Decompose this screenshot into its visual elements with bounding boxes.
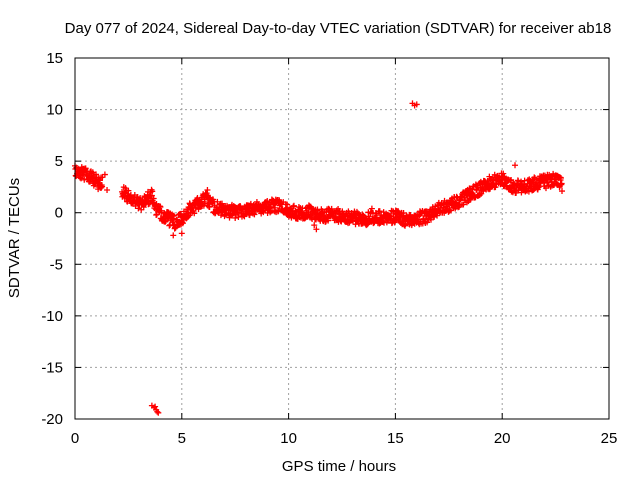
data-point — [191, 210, 198, 217]
data-point — [125, 187, 132, 194]
data-point — [170, 215, 177, 222]
data-point — [284, 201, 291, 208]
y-tick-label: -15 — [41, 359, 63, 376]
data-point — [413, 101, 420, 108]
data-point — [206, 203, 213, 210]
data-point — [352, 221, 359, 228]
y-tick-label: 15 — [46, 50, 63, 67]
data-point — [500, 170, 507, 177]
data-point — [95, 183, 102, 190]
x-tick-label: 25 — [601, 430, 618, 447]
x-tick-label: 5 — [178, 430, 186, 447]
axis-ticks: 0 5 10 15 20 25 -20 -15 -10 -5 0 5 10 15 — [41, 50, 617, 447]
data-point — [101, 171, 108, 178]
data-point — [150, 195, 157, 202]
data-point — [508, 176, 515, 183]
data-point — [152, 403, 159, 410]
data-point — [376, 208, 383, 215]
data-point — [311, 222, 318, 229]
data-point — [96, 177, 103, 184]
data-point — [93, 171, 100, 178]
data-point — [325, 217, 332, 224]
data-point — [170, 232, 177, 239]
data-point — [251, 211, 258, 218]
data-point — [78, 175, 85, 182]
y-tick-label: 5 — [55, 153, 63, 170]
y-tick-label: 0 — [55, 205, 63, 222]
data-point — [460, 201, 467, 208]
data-point — [339, 208, 346, 215]
plot-frame — [74, 57, 610, 420]
data-point — [204, 187, 211, 194]
data-point — [93, 178, 100, 185]
data-point — [149, 188, 156, 195]
data-point — [76, 174, 83, 181]
y-tick-label: 10 — [46, 102, 63, 119]
data-point — [559, 188, 566, 195]
data-point — [535, 184, 542, 191]
y-tick-label: -20 — [41, 411, 63, 428]
data-point — [413, 218, 420, 225]
data-point — [135, 205, 142, 212]
data-point — [86, 178, 93, 185]
data-point — [290, 202, 297, 209]
data-point — [178, 230, 185, 237]
data-point — [512, 162, 519, 169]
data-point — [201, 198, 208, 205]
x-axis-label: GPS time / hours — [282, 458, 396, 475]
x-tick-label: 20 — [494, 430, 511, 447]
y-axis-label: SDTVAR / TECUs — [6, 178, 23, 298]
y-tick-label: -10 — [41, 308, 63, 325]
x-tick-label: 15 — [387, 430, 404, 447]
data-point — [246, 212, 253, 219]
y-tick-label: -5 — [50, 256, 63, 273]
data-point — [368, 205, 375, 212]
data-points — [72, 100, 566, 416]
data-point — [525, 188, 532, 195]
data-point — [558, 180, 565, 187]
x-tick-label: 0 — [71, 430, 79, 447]
data-point — [492, 184, 499, 191]
data-point — [195, 206, 202, 213]
x-tick-label: 10 — [280, 430, 297, 447]
data-point — [157, 204, 164, 211]
data-point — [290, 203, 297, 210]
data-point — [155, 409, 162, 416]
data-point — [428, 216, 434, 223]
data-point — [154, 408, 161, 415]
data-point — [169, 218, 176, 225]
data-point — [424, 219, 431, 226]
data-point — [232, 214, 239, 221]
data-point — [557, 174, 564, 181]
data-point — [313, 226, 320, 233]
chart-title: Day 077 of 2024, Sidereal Day-to-day VTE… — [65, 20, 612, 37]
data-point — [104, 187, 111, 194]
